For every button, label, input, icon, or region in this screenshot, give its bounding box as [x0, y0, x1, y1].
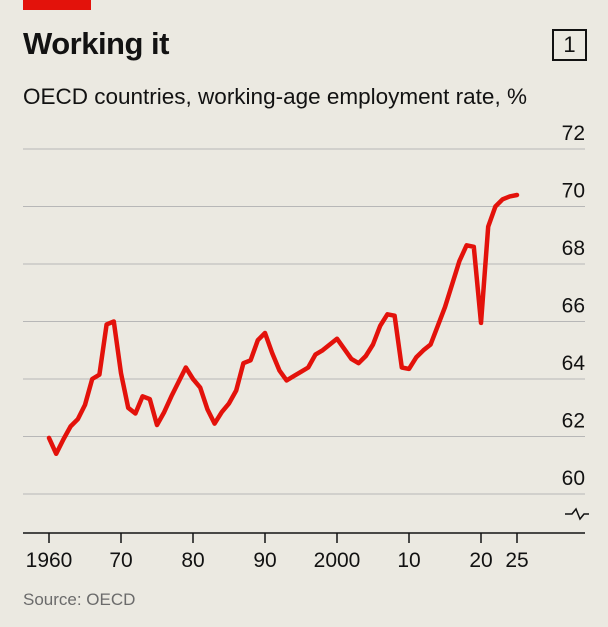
axis-break-icon	[565, 507, 589, 521]
y-tick-label-68: 68	[562, 237, 585, 260]
y-tick-label-60: 60	[562, 467, 585, 490]
chart-subtitle: OECD countries, working-age employment r…	[23, 84, 527, 109]
x-tick-label-1990: 90	[253, 549, 276, 572]
chart-number-badge: 1	[552, 29, 587, 61]
y-tick-label-62: 62	[562, 410, 585, 433]
source-note: Source: OECD	[23, 590, 136, 609]
chart-title: Working it	[23, 26, 169, 61]
x-tick-label-1980: 80	[181, 549, 204, 572]
y-tick-label-72: 72	[562, 122, 585, 145]
x-tick-label-2010: 10	[397, 549, 420, 572]
y-tick-label-64: 64	[562, 352, 586, 375]
x-tick-label-2020: 20	[469, 549, 492, 572]
brand-red-tag	[23, 0, 91, 10]
y-tick-label-66: 66	[562, 295, 585, 318]
x-tick-label-1970: 70	[109, 549, 132, 572]
x-tick-label-2000: 2000	[314, 549, 361, 572]
x-tick-label-2025: 25	[505, 549, 528, 572]
series-line-0	[46, 192, 520, 457]
y-tick-label-70: 70	[562, 180, 585, 203]
x-tick-label-1960: 1960	[26, 549, 73, 572]
